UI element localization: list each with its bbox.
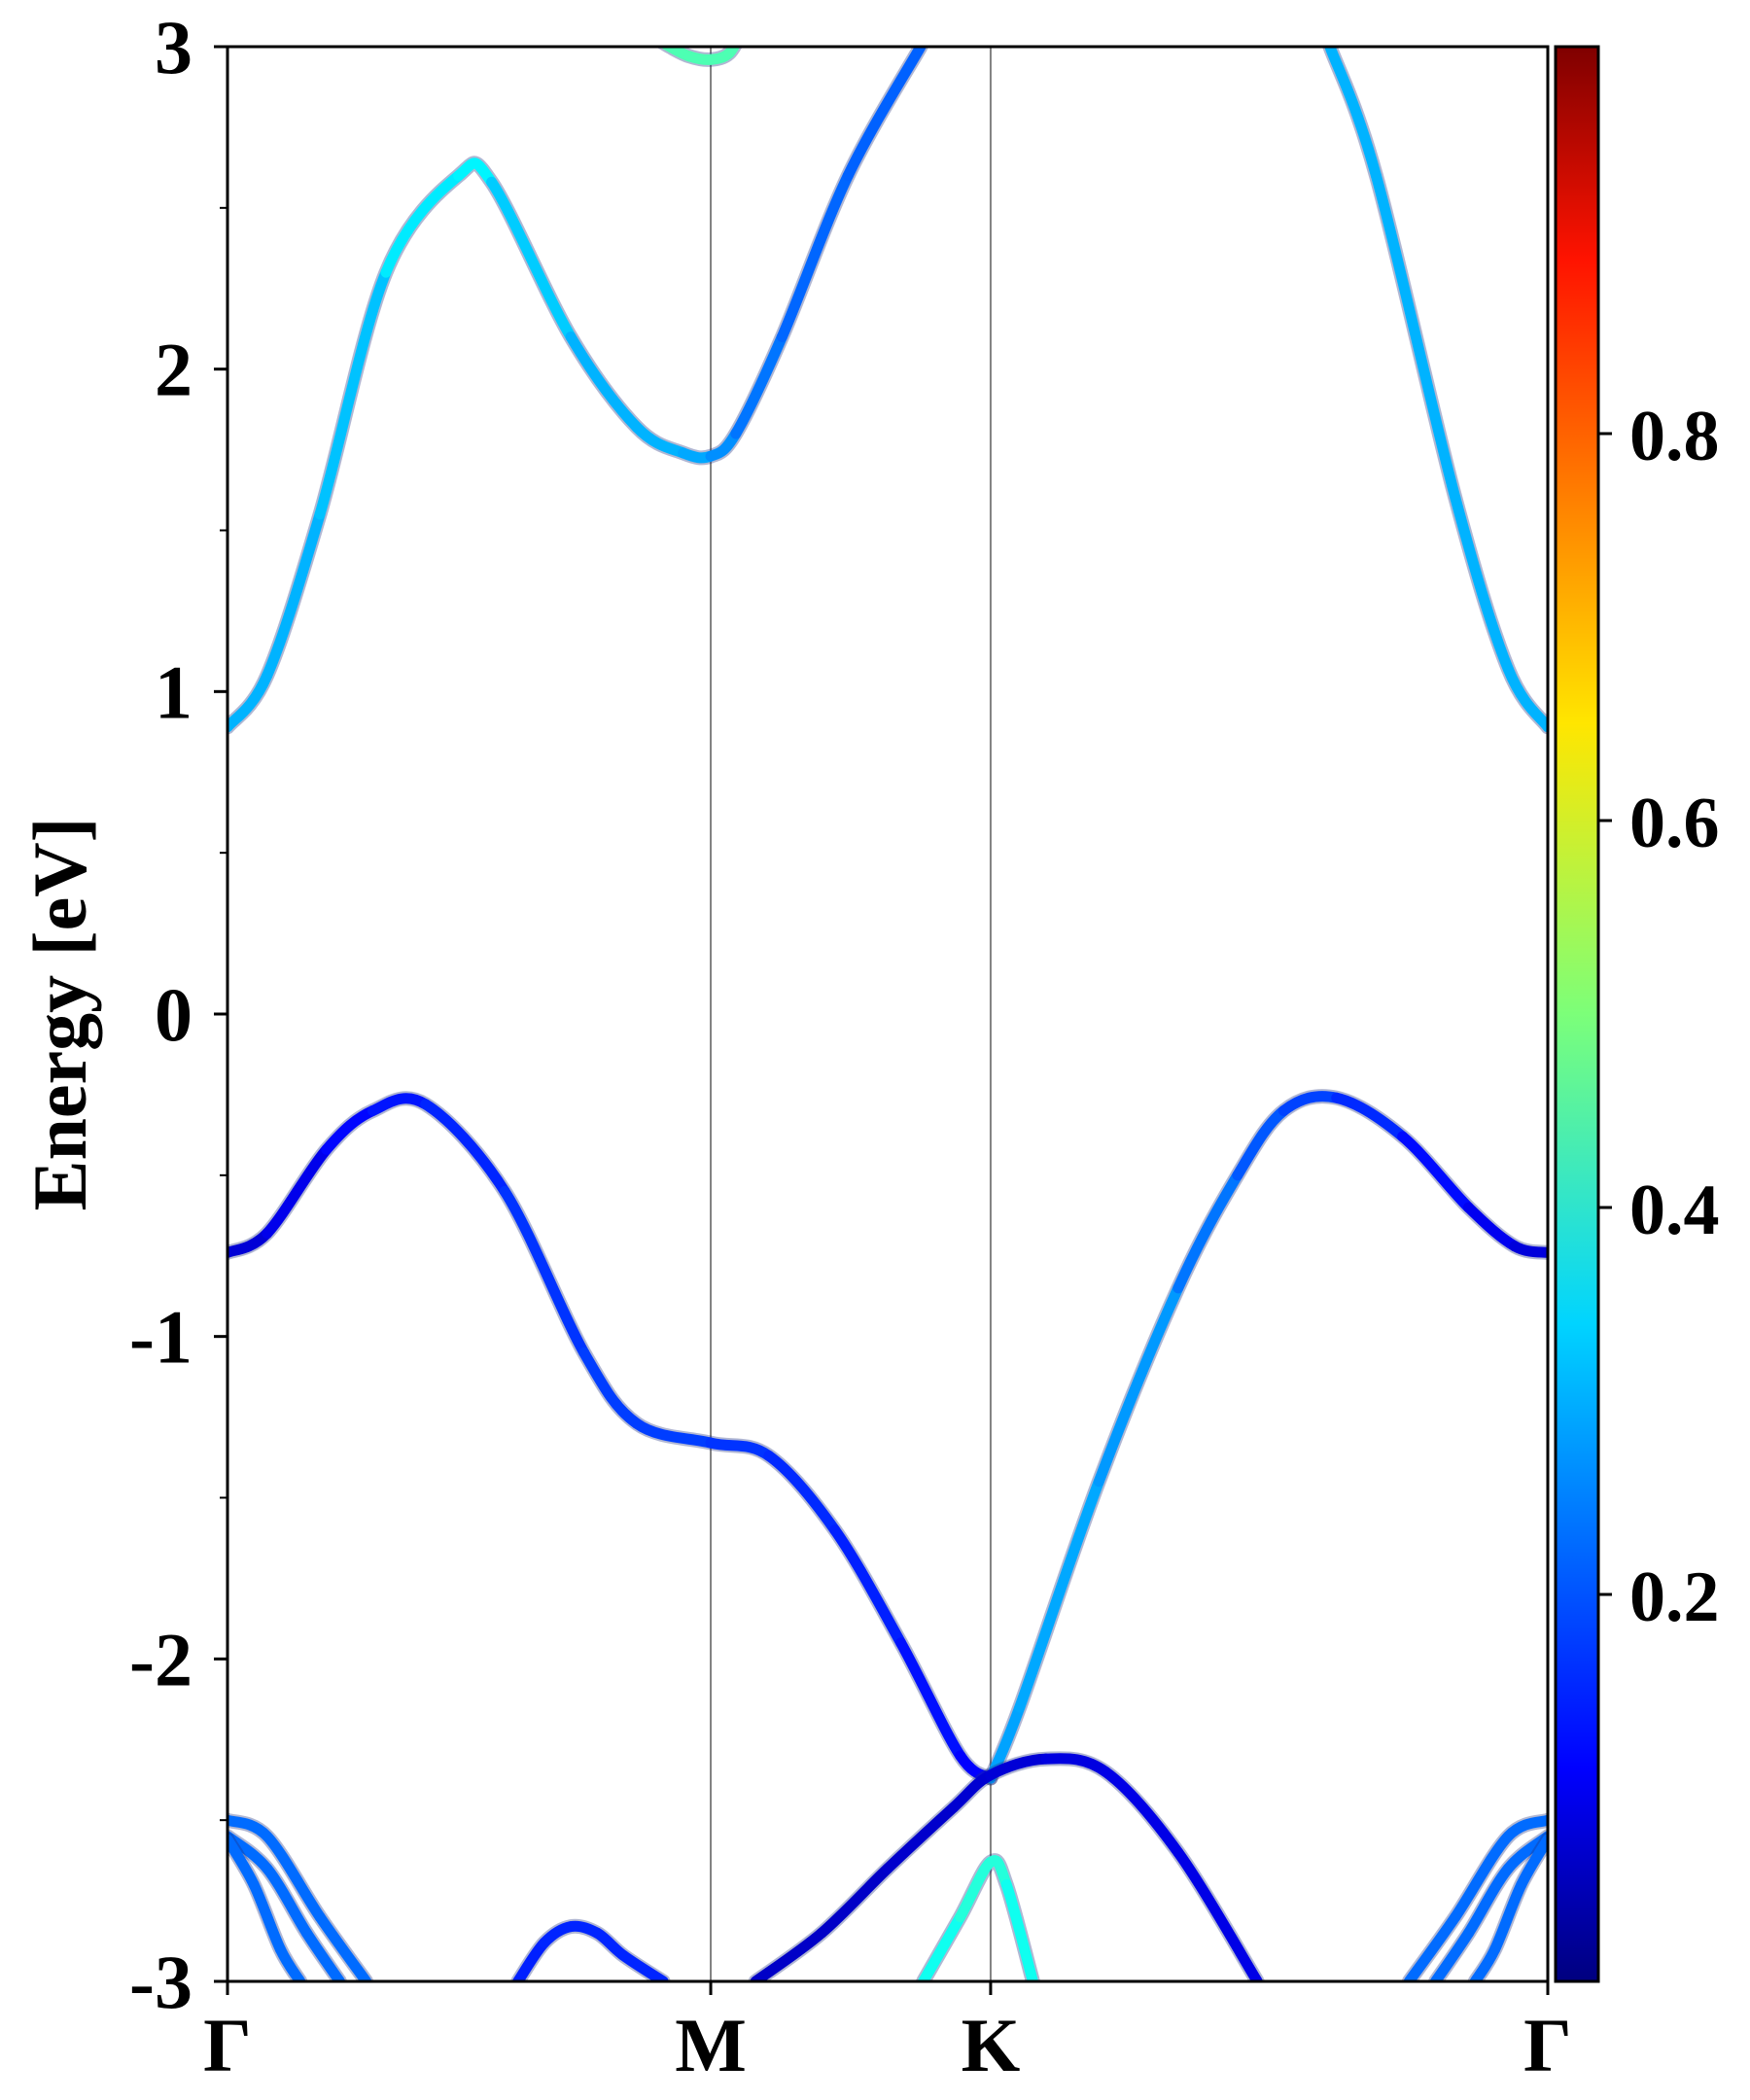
band-3 — [228, 1091, 998, 1786]
band-segment — [1000, 1879, 1038, 1981]
plot-frame — [226, 45, 1550, 1983]
band-segment — [918, 1911, 966, 1981]
band-segment — [314, 1911, 372, 1981]
band-segment — [1502, 663, 1548, 733]
x-tick-label: M — [675, 2003, 747, 2087]
band-10 — [228, 1832, 308, 1981]
bands — [228, 47, 1548, 1981]
band-segment — [895, 1637, 966, 1762]
band-segment — [1172, 1846, 1263, 1981]
colorbar-tick-label: 0.2 — [1629, 1558, 1720, 1637]
y-tick-label: -3 — [129, 1940, 192, 2024]
band-segment — [314, 266, 392, 520]
band-5 — [510, 1918, 671, 1981]
band-segment — [1232, 1105, 1289, 1181]
colorbar-tick-label: 0.8 — [1629, 397, 1720, 476]
band-segment — [578, 1347, 643, 1429]
band-segment — [882, 1802, 960, 1874]
band-segment — [1509, 1241, 1548, 1258]
band-segment — [228, 1228, 273, 1258]
band-segment — [1430, 1927, 1475, 1981]
y-tick-label: -1 — [129, 1295, 192, 1380]
band-segment — [1489, 1879, 1527, 1955]
band-segment — [486, 176, 577, 342]
band-segment — [262, 1143, 332, 1240]
band-2 — [655, 47, 743, 67]
band-11 — [1401, 1812, 1548, 1981]
band-segment — [1040, 1753, 1111, 1777]
band-segment — [1093, 1282, 1184, 1488]
colorbar-ticks: 0.2 0.4 0.6 0.8 — [1598, 397, 1720, 1637]
band-segment — [1450, 492, 1514, 675]
band-6 — [748, 1751, 1265, 1981]
band-7 — [916, 1853, 1040, 1981]
band-1 — [1322, 47, 1548, 735]
band-segment — [1463, 1863, 1514, 1939]
x-tick-label: K — [962, 2003, 1021, 2087]
band-segment — [750, 1927, 827, 1981]
band-outline — [228, 1091, 998, 1786]
band-segment — [300, 1927, 345, 1981]
band-outline — [228, 47, 928, 735]
band-segment — [420, 1099, 510, 1197]
band-segment — [1450, 1831, 1514, 1923]
band-segment — [730, 332, 788, 439]
band-8 — [228, 1812, 374, 1981]
band-segment — [1463, 1202, 1521, 1252]
band-segment — [453, 158, 498, 188]
band-segment — [1370, 170, 1461, 504]
band-segment — [1014, 1476, 1104, 1713]
band-segment — [565, 332, 643, 433]
band-segment — [631, 421, 689, 459]
band-segment — [816, 1863, 893, 1939]
axes: -3 -2 -1 0 1 2 3 Γ M K Γ — [129, 5, 1572, 2087]
colorbar-tick-label: 0.6 — [1629, 784, 1720, 863]
band-outline — [1322, 47, 1548, 735]
band-segment — [842, 47, 927, 182]
x-tick-label: Γ — [203, 2003, 252, 2087]
band-segment — [1502, 1814, 1548, 1842]
band-segment — [499, 1185, 590, 1358]
band-4 — [983, 1089, 1548, 1786]
band-segment — [763, 1450, 841, 1536]
band-segment — [1403, 1911, 1461, 1981]
y-tick-label: 1 — [155, 649, 192, 734]
x-tick-label: Γ — [1523, 2003, 1572, 2087]
band-segment — [1397, 1131, 1475, 1213]
band-segment — [829, 1524, 907, 1649]
colorbar — [1554, 45, 1600, 1983]
band-segment — [262, 508, 326, 682]
band-segment — [776, 170, 854, 342]
band-segment — [262, 1863, 312, 1939]
band-segment — [1324, 47, 1382, 182]
y-axis-label: Energy [eV] — [18, 817, 102, 1210]
band-segment — [380, 170, 465, 278]
band-segment — [248, 1879, 286, 1955]
y-tick-label: 0 — [155, 972, 192, 1057]
band-segment — [1100, 1766, 1184, 1858]
y-tick-label: -2 — [129, 1617, 192, 1701]
kpoint-lines — [710, 47, 992, 1981]
band-segment — [631, 1418, 717, 1449]
band-segment — [274, 1943, 306, 1981]
colorbar-tick-label: 0.4 — [1629, 1171, 1720, 1250]
y-tick-label: 2 — [155, 328, 192, 412]
band-segment — [228, 670, 273, 733]
band-segment — [659, 47, 676, 52]
y-tick-label: 3 — [155, 5, 192, 89]
band-0 — [228, 47, 928, 735]
band-segment — [1331, 1092, 1409, 1142]
band-segment — [262, 1831, 326, 1923]
band-segment — [723, 47, 741, 59]
band-segment — [955, 1856, 997, 1923]
band-segment — [367, 1093, 432, 1116]
band-segment — [705, 1437, 775, 1461]
band-segment — [1172, 1170, 1243, 1294]
